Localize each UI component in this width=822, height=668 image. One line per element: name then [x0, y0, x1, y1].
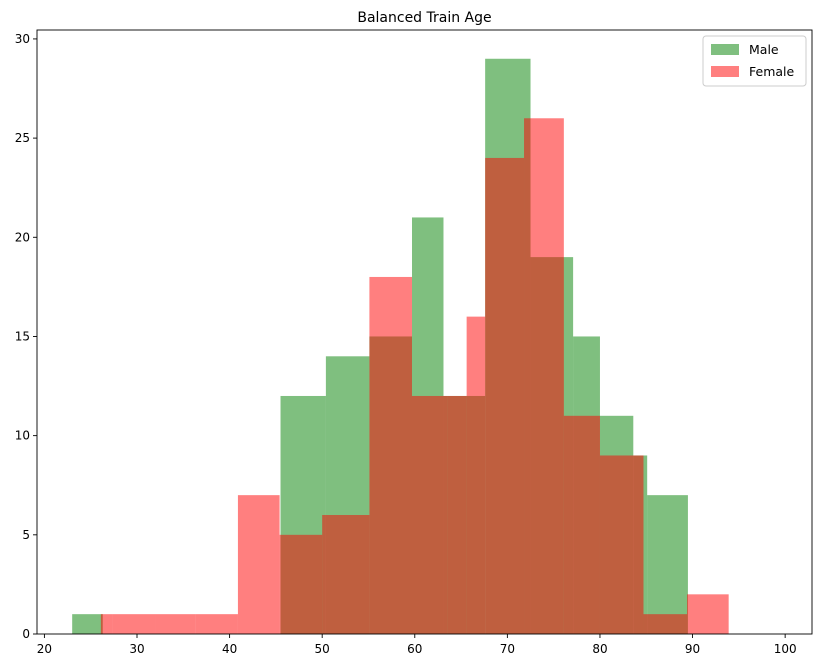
bar-male-0	[72, 614, 103, 634]
bar-female-6	[322, 514, 370, 634]
legend-label-male: Male	[749, 42, 779, 57]
bar-female-2	[155, 614, 196, 634]
bar-female-0	[100, 614, 113, 634]
x-tick-label: 80	[592, 642, 607, 656]
bar-female-8	[412, 395, 448, 634]
x-tick-label: 60	[407, 642, 422, 656]
legend-swatch-male	[711, 44, 739, 55]
bar-female-5	[279, 534, 323, 634]
x-tick-label: 100	[774, 642, 797, 656]
bars-layer	[72, 58, 729, 635]
y-axis-ticks: 0 5 10 15 20 25 30	[15, 32, 37, 641]
y-tick-label: 15	[15, 329, 30, 343]
x-tick-label: 70	[500, 642, 515, 656]
y-tick-label: 25	[15, 131, 30, 145]
x-tick-label: 50	[315, 642, 330, 656]
legend-swatch-female	[711, 66, 739, 77]
y-tick-label: 0	[22, 627, 30, 641]
bar-female-12	[524, 118, 564, 635]
x-tick-label: 90	[685, 642, 700, 656]
bar-female-15	[643, 614, 687, 634]
chart-title: Balanced Train Age	[357, 10, 491, 26]
bar-female-4	[237, 495, 280, 634]
x-tick-label: 20	[37, 642, 52, 656]
bar-female-14	[599, 455, 644, 634]
bar-female-3	[195, 614, 238, 634]
y-tick-label: 10	[15, 429, 30, 443]
x-tick-label: 40	[222, 642, 237, 656]
bar-female-7	[369, 276, 412, 634]
series-female	[100, 118, 729, 635]
x-axis-ticks: 20 30 40 50 60 70 80 90 100	[37, 634, 797, 656]
bar-female-9	[447, 395, 467, 634]
bar-female-13	[563, 415, 600, 634]
legend: Male Female	[702, 35, 807, 87]
bar-female-16	[687, 594, 729, 634]
bar-male-17	[647, 495, 688, 634]
legend-label-female: Female	[749, 64, 795, 79]
axes-frame	[36, 29, 813, 635]
bar-female-1	[112, 614, 156, 634]
y-tick-label: 30	[15, 32, 30, 46]
bar-female-11	[485, 157, 525, 634]
y-tick-label: 5	[22, 528, 30, 542]
bar-female-10	[466, 316, 486, 634]
y-tick-label: 20	[15, 230, 30, 244]
x-tick-label: 30	[129, 642, 144, 656]
